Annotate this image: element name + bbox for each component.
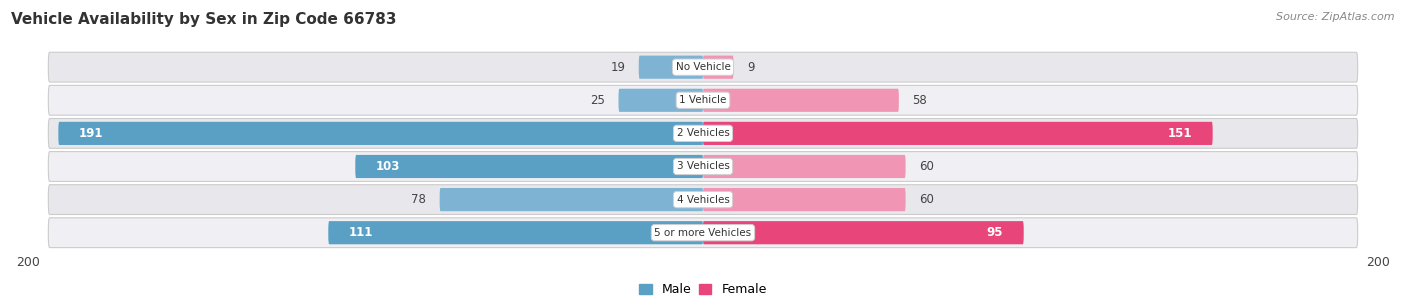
FancyBboxPatch shape (703, 89, 898, 112)
Text: 58: 58 (912, 94, 927, 107)
FancyBboxPatch shape (48, 218, 1358, 248)
Text: 151: 151 (1168, 127, 1192, 140)
FancyBboxPatch shape (638, 56, 703, 79)
Text: 5 or more Vehicles: 5 or more Vehicles (654, 228, 752, 238)
Text: 9: 9 (747, 61, 755, 74)
FancyBboxPatch shape (440, 188, 703, 211)
Text: 60: 60 (920, 160, 934, 173)
FancyBboxPatch shape (48, 118, 1358, 148)
FancyBboxPatch shape (703, 122, 1212, 145)
Text: 19: 19 (610, 61, 626, 74)
Text: Source: ZipAtlas.com: Source: ZipAtlas.com (1277, 12, 1395, 22)
FancyBboxPatch shape (356, 155, 703, 178)
Text: 4 Vehicles: 4 Vehicles (676, 195, 730, 205)
Text: 111: 111 (349, 226, 373, 239)
Text: 25: 25 (591, 94, 605, 107)
FancyBboxPatch shape (48, 185, 1358, 215)
FancyBboxPatch shape (619, 89, 703, 112)
Text: 191: 191 (79, 127, 103, 140)
Text: No Vehicle: No Vehicle (675, 62, 731, 72)
Text: 2 Vehicles: 2 Vehicles (676, 129, 730, 138)
FancyBboxPatch shape (703, 155, 905, 178)
FancyBboxPatch shape (703, 188, 905, 211)
FancyBboxPatch shape (48, 151, 1358, 181)
FancyBboxPatch shape (59, 122, 703, 145)
Legend: Male, Female: Male, Female (634, 278, 772, 301)
Text: 1 Vehicle: 1 Vehicle (679, 95, 727, 105)
Text: 3 Vehicles: 3 Vehicles (676, 162, 730, 171)
FancyBboxPatch shape (703, 221, 1024, 244)
FancyBboxPatch shape (329, 221, 703, 244)
Text: Vehicle Availability by Sex in Zip Code 66783: Vehicle Availability by Sex in Zip Code … (11, 12, 396, 27)
FancyBboxPatch shape (48, 52, 1358, 82)
Text: 103: 103 (375, 160, 401, 173)
Text: 78: 78 (412, 193, 426, 206)
Text: 60: 60 (920, 193, 934, 206)
FancyBboxPatch shape (703, 56, 734, 79)
Text: 95: 95 (987, 226, 1004, 239)
FancyBboxPatch shape (48, 85, 1358, 115)
